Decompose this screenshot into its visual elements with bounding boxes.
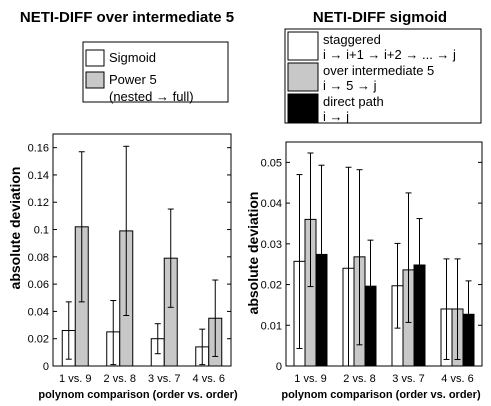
y-tick-label: 0.12 bbox=[28, 197, 49, 209]
y-tick-label: 0.08 bbox=[28, 252, 49, 264]
plot-area: 0 0.02 0.04 0.06 0.08 0.1 0.12 0.14 0.16 1 vs. 9 2… bbox=[28, 133, 232, 385]
legend-label: direct path bbox=[323, 94, 384, 109]
plot-area: 0 0.01 0.02 0.03 0.04 0.05 1 vs. 9 2 vs. 8 3 vs.… bbox=[261, 141, 483, 385]
y-tick-label: 0.05 bbox=[261, 157, 282, 169]
legend-label: over intermediate 5 bbox=[323, 63, 434, 78]
legend-label: Sigmoid bbox=[109, 50, 156, 65]
y-tick-label: 0.16 bbox=[28, 143, 49, 155]
legend-swatch bbox=[287, 93, 319, 123]
x-tick-label: 3 vs. 7 bbox=[392, 373, 424, 385]
x-tick-label: 4 vs. 6 bbox=[441, 373, 473, 385]
y-tick-label: 0.04 bbox=[261, 198, 282, 210]
chart-title: NETI-DIFF over intermediate 5 bbox=[20, 9, 234, 26]
x-tick-label: 4 vs. 6 bbox=[193, 373, 225, 385]
chart-right: NETI-DIFF sigmoid absolute deviation pol… bbox=[245, 9, 483, 401]
legend-label: (nested → full) bbox=[109, 89, 194, 104]
chart-left: NETI-DIFF over intermediate 5 absolute d… bbox=[7, 9, 238, 401]
legend-label: i → j bbox=[323, 109, 349, 124]
legend-label: Power 5 bbox=[109, 72, 157, 87]
x-axis-label: polynom comparison (order vs. order) bbox=[281, 389, 481, 401]
x-tick-label: 2 vs. 8 bbox=[104, 373, 136, 385]
legend-swatch bbox=[287, 31, 319, 61]
x-axis-label: polynom comparison (order vs. order) bbox=[38, 389, 238, 401]
y-tick-label: 0.01 bbox=[261, 320, 282, 332]
chart-title: NETI-DIFF sigmoid bbox=[313, 9, 447, 26]
axes-box bbox=[285, 141, 483, 367]
legend-label: i → i+1 → i+2 → ... → j bbox=[323, 47, 456, 62]
y-axis-label: absolute deviation bbox=[7, 167, 23, 290]
y-tick-label: 0 bbox=[276, 361, 282, 373]
y-axis-label: absolute deviation bbox=[245, 192, 261, 315]
legend-label: i → 5 → j bbox=[323, 78, 377, 93]
x-tick-label: 1 vs. 9 bbox=[294, 373, 326, 385]
y-tick-label: 0.02 bbox=[261, 280, 282, 292]
y-tick-label: 0.02 bbox=[28, 334, 49, 346]
x-tick-label: 3 vs. 7 bbox=[148, 373, 180, 385]
y-tick-label: 0 bbox=[43, 361, 49, 373]
y-tick-label: 0.1 bbox=[34, 225, 49, 237]
legend: Sigmoid Power 5 (nested → full) bbox=[82, 41, 229, 104]
axes-box bbox=[52, 133, 232, 367]
x-tick-label: 1 vs. 9 bbox=[59, 373, 91, 385]
legend-swatch bbox=[287, 62, 319, 92]
legend-swatch bbox=[85, 71, 105, 89]
x-tick-label: 2 vs. 8 bbox=[343, 373, 375, 385]
legend-label: staggered bbox=[323, 32, 381, 47]
legend-swatch bbox=[85, 49, 105, 67]
y-tick-label: 0.04 bbox=[28, 306, 49, 318]
y-tick-label: 0.03 bbox=[261, 239, 282, 251]
y-tick-label: 0.06 bbox=[28, 279, 49, 291]
y-tick-label: 0.14 bbox=[28, 170, 49, 182]
legend-box bbox=[82, 41, 229, 103]
